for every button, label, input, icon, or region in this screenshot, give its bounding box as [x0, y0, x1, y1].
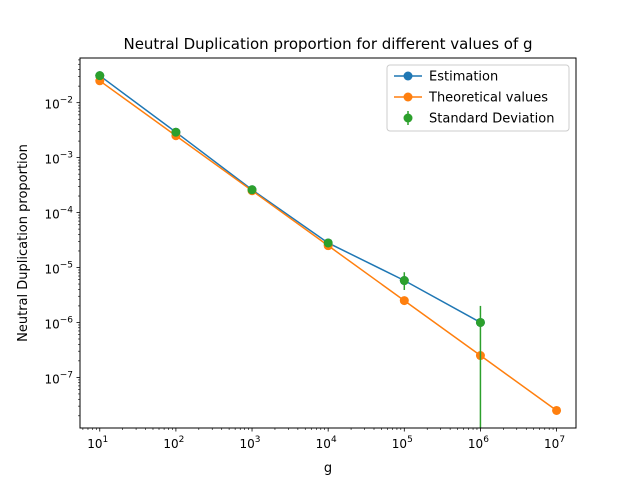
series-standard-deviation: [95, 71, 485, 428]
x-tick-label: 102: [163, 435, 184, 451]
y-tick-label: 10−5: [44, 261, 73, 277]
x-axis: 101 102 103 104 105 106 107: [82, 428, 565, 451]
y-axis-label: Neutral Duplication proportion: [16, 144, 31, 342]
series-line: [99, 75, 481, 324]
legend-box: [386, 64, 570, 132]
y-tick-label: 10−3: [44, 151, 73, 167]
data-point: [95, 71, 105, 81]
legend-marker: [403, 113, 413, 123]
data-point: [552, 405, 562, 415]
y-tick-label: 10−2: [44, 96, 73, 112]
data-point: [475, 317, 485, 327]
legend-item: Theoretical values: [394, 91, 548, 106]
legend-marker: [403, 71, 413, 81]
legend-item: Estimation: [394, 70, 498, 85]
x-tick-label: 107: [544, 435, 565, 451]
legend-label: Theoretical values: [428, 91, 548, 106]
legend: Estimation Theoretical values Standard Dev…: [386, 64, 570, 132]
y-tick-label: 10−7: [44, 370, 73, 386]
x-tick-label: 104: [316, 435, 337, 451]
y-tick-label: 10−6: [44, 315, 73, 331]
x-axis-label: g: [324, 461, 332, 476]
legend-label: Standard Deviation: [429, 112, 554, 127]
plot-area: [95, 71, 562, 428]
data-point: [247, 185, 257, 195]
legend-label: Estimation: [429, 70, 498, 85]
x-tick-label: 106: [468, 435, 489, 451]
x-tick-label: 103: [240, 435, 261, 451]
y-tick-label: 10−4: [44, 206, 73, 222]
data-point: [171, 127, 181, 137]
x-tick-label: 101: [87, 435, 108, 451]
data-point: [399, 296, 409, 306]
data-point: [399, 276, 409, 286]
chart-title: Neutral Duplication proportion for diffe…: [123, 35, 532, 53]
legend-item: Standard Deviation: [403, 111, 554, 127]
y-axis: 10−7 10−6 10−5 10−4 10−3 10−2: [44, 59, 80, 417]
legend-marker: [403, 92, 413, 102]
data-point: [323, 238, 333, 248]
x-tick-label: 105: [392, 435, 413, 451]
